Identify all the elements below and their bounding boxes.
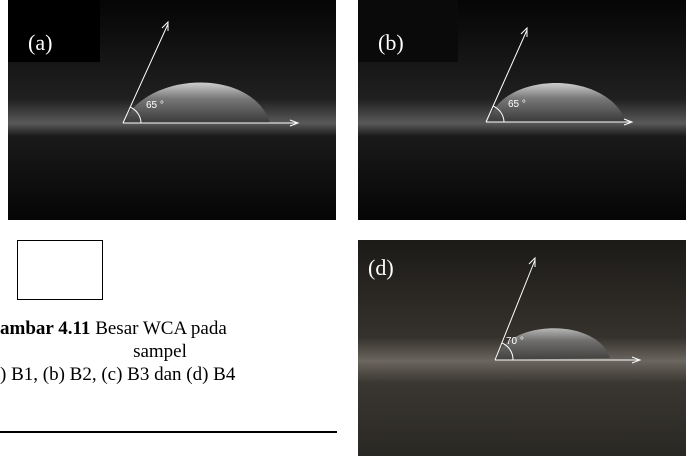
image-a: (a) 65 ° [8, 0, 336, 220]
label-box [358, 0, 458, 62]
image-d: (d) 70 ° [358, 240, 686, 456]
caption-label: ambar 4.11 [0, 318, 90, 339]
page: (a) 65 ° (b) 65 ° ambar 4.11 Besar WCA p… [0, 0, 689, 456]
image-b: (b) 65 ° [358, 0, 686, 220]
caption-line2: sampel [0, 341, 320, 363]
angle-label: 65 ° [508, 99, 526, 110]
caption-text: Besar WCA pada [90, 318, 226, 339]
empty-box [17, 240, 103, 300]
angle-label: 65 ° [146, 100, 164, 111]
panel-label: (d) [368, 255, 394, 280]
caption-line3: ) B1, (b) B2, (c) B3 dan (d) B4 [0, 364, 330, 386]
angle-label: 70 ° [506, 336, 524, 347]
panel-label: (b) [378, 30, 404, 55]
panel-label: (a) [28, 30, 52, 55]
rule [0, 431, 337, 433]
caption-line: ambar 4.11 Besar WCA pada [0, 318, 330, 340]
label-box [8, 0, 100, 62]
